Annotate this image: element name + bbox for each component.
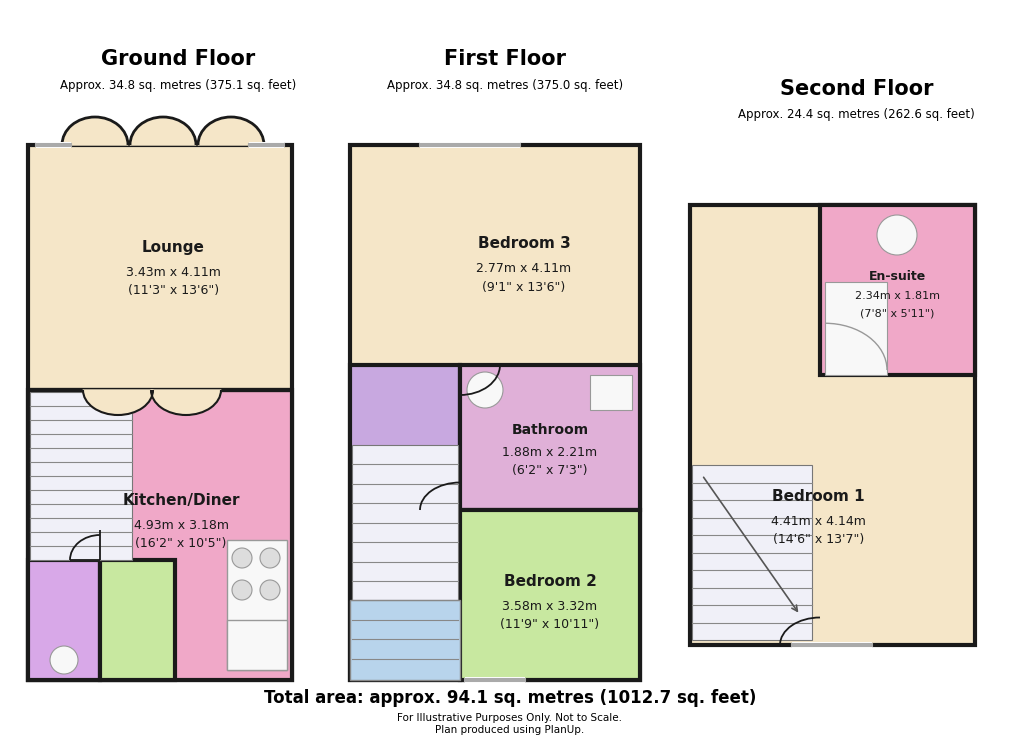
Text: (14'6" x 13'7"): (14'6" x 13'7") xyxy=(771,533,863,546)
Bar xyxy=(460,510,639,680)
Bar xyxy=(589,375,632,410)
Bar xyxy=(227,540,286,670)
Text: 1.88m x 2.21m: 1.88m x 2.21m xyxy=(502,446,597,459)
Polygon shape xyxy=(198,117,264,145)
Bar xyxy=(689,205,974,645)
Circle shape xyxy=(231,580,252,600)
Polygon shape xyxy=(129,117,196,145)
Bar xyxy=(249,142,283,148)
Circle shape xyxy=(876,215,916,255)
Text: 3.43m x 4.11m: 3.43m x 4.11m xyxy=(125,267,220,279)
Polygon shape xyxy=(62,117,127,145)
Bar xyxy=(28,145,291,680)
Text: Second Floor: Second Floor xyxy=(780,79,932,99)
Text: (6'2" x 7'3"): (6'2" x 7'3") xyxy=(512,464,587,476)
Text: Bedroom 1: Bedroom 1 xyxy=(771,489,864,504)
Circle shape xyxy=(260,580,280,600)
Bar xyxy=(36,142,71,148)
Text: En-suite: En-suite xyxy=(868,270,925,283)
Bar xyxy=(465,677,525,683)
Text: Approx. 34.8 sq. metres (375.1 sq. feet): Approx. 34.8 sq. metres (375.1 sq. feet) xyxy=(60,79,297,92)
Polygon shape xyxy=(83,390,153,415)
Bar xyxy=(350,600,460,680)
Polygon shape xyxy=(151,390,221,415)
Text: Kitchen/Diner: Kitchen/Diner xyxy=(122,493,239,508)
Bar xyxy=(420,142,520,148)
Circle shape xyxy=(467,372,502,408)
Text: Approx. 34.8 sq. metres (375.0 sq. feet): Approx. 34.8 sq. metres (375.0 sq. feet) xyxy=(386,79,623,92)
Text: (11'3" x 13'6"): (11'3" x 13'6") xyxy=(127,285,218,297)
Bar xyxy=(460,365,639,510)
Bar xyxy=(691,465,811,640)
Text: Total area: approx. 94.1 sq. metres (1012.7 sq. feet): Total area: approx. 94.1 sq. metres (101… xyxy=(264,689,755,707)
Bar xyxy=(352,445,458,678)
Bar xyxy=(350,145,639,680)
Bar xyxy=(100,560,175,680)
Text: First Floor: First Floor xyxy=(443,50,566,69)
Text: Lounge: Lounge xyxy=(142,240,205,256)
Bar xyxy=(28,390,291,680)
Text: (9'1" x 13'6"): (9'1" x 13'6") xyxy=(482,281,566,293)
Text: 3.58m x 3.32m: 3.58m x 3.32m xyxy=(502,600,597,613)
Text: 2.77m x 4.11m: 2.77m x 4.11m xyxy=(476,262,571,276)
Bar xyxy=(350,365,460,680)
Text: 4.93m x 3.18m: 4.93m x 3.18m xyxy=(133,519,228,532)
Text: 4.41m x 4.14m: 4.41m x 4.14m xyxy=(770,515,865,528)
Bar xyxy=(824,282,887,375)
Text: Plan produced using PlanUp.: Plan produced using PlanUp. xyxy=(435,725,584,735)
Text: 2.34m x 1.81m: 2.34m x 1.81m xyxy=(854,291,940,302)
Text: (7'8" x 5'11"): (7'8" x 5'11") xyxy=(859,308,933,319)
Text: Bathroom: Bathroom xyxy=(511,423,588,437)
Text: Approx. 24.4 sq. metres (262.6 sq. feet): Approx. 24.4 sq. metres (262.6 sq. feet) xyxy=(738,108,974,122)
Bar xyxy=(30,392,131,560)
Bar xyxy=(791,642,871,648)
Circle shape xyxy=(231,548,252,568)
Text: Bedroom 3: Bedroom 3 xyxy=(477,236,570,251)
Circle shape xyxy=(50,646,77,674)
Bar xyxy=(819,205,974,375)
Text: (11'9" x 10'11"): (11'9" x 10'11") xyxy=(500,618,599,631)
Text: Ground Floor: Ground Floor xyxy=(101,50,256,69)
Text: Bedroom 2: Bedroom 2 xyxy=(503,574,596,589)
Circle shape xyxy=(260,548,280,568)
Text: (16'2" x 10'5"): (16'2" x 10'5") xyxy=(136,536,226,550)
Bar xyxy=(227,620,286,670)
Text: For Illustrative Purposes Only. Not to Scale.: For Illustrative Purposes Only. Not to S… xyxy=(397,713,622,723)
Bar xyxy=(28,560,100,680)
